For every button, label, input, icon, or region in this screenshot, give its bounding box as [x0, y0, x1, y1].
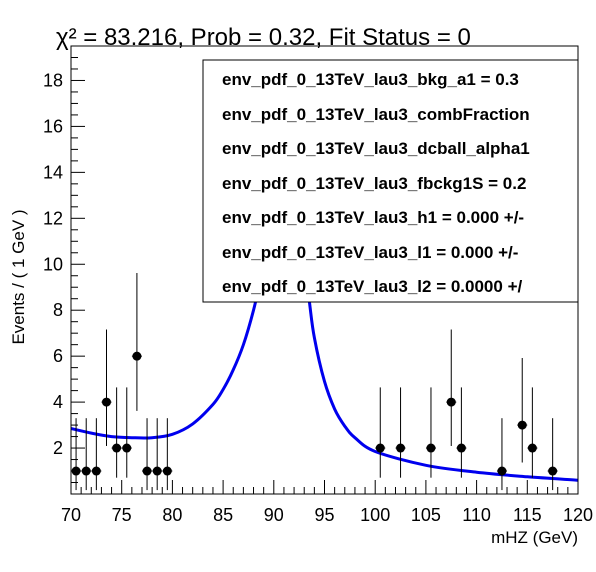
x-tick-label: 100 — [360, 505, 390, 525]
legend-entry-6: env_pdf_0_13TeV_lau3_l1 = 0.000 +/- — [222, 243, 518, 262]
x-tick-label: 95 — [314, 505, 334, 525]
data-point — [548, 466, 558, 476]
y-tick-label: 6 — [53, 346, 63, 366]
legend-box: env_pdf_0_13TeV_lau3_bkg_a1 = 0.3 env_pd… — [202, 59, 579, 303]
legend-entry-3: env_pdf_0_13TeV_lau3_dcball_alpha1 — [222, 139, 530, 158]
legend-frame — [202, 59, 579, 303]
y-tick-label: 10 — [43, 254, 63, 274]
data-point — [91, 466, 101, 476]
x-axis-title: mHZ (GeV) — [491, 528, 578, 547]
legend-entry-5: env_pdf_0_13TeV_lau3_h1 = 0.000 +/- — [222, 208, 524, 227]
data-point — [81, 466, 91, 476]
data-point — [152, 466, 162, 476]
data-point — [162, 466, 172, 476]
data-point — [446, 397, 456, 407]
x-axis-ticks: 70 75 80 85 90 95 100 105 110 115 120 — [61, 480, 593, 525]
data-point — [396, 443, 406, 453]
y-tick-label: 8 — [53, 300, 63, 320]
y-axis-title: Events / ( 1 GeV ) — [9, 209, 28, 344]
x-tick-label: 75 — [112, 505, 132, 525]
x-tick-label: 120 — [563, 505, 593, 525]
data-point — [112, 443, 122, 453]
x-tick-label: 110 — [462, 505, 491, 525]
x-tick-label: 105 — [411, 505, 441, 525]
y-tick-label: 14 — [43, 162, 63, 182]
x-tick-label: 90 — [264, 505, 284, 525]
data-point — [426, 443, 436, 453]
legend-entry-2: env_pdf_0_13TeV_lau3_combFraction — [222, 105, 530, 124]
legend-clip: env_pdf_0_13TeV_lau3_bkg_a1 = 0.3 env_pd… — [222, 70, 530, 296]
y-tick-label: 2 — [53, 438, 63, 458]
y-tick-label: 18 — [43, 70, 63, 90]
legend-entry-1: env_pdf_0_13TeV_lau3_bkg_a1 = 0.3 — [222, 70, 519, 89]
data-point — [142, 466, 152, 476]
y-tick-label: 4 — [53, 392, 63, 412]
data-point — [122, 443, 132, 453]
data-point — [517, 420, 527, 430]
data-point — [456, 443, 466, 453]
y-tick-label: 12 — [43, 208, 63, 228]
data-point — [497, 466, 507, 476]
x-tick-label: 80 — [162, 505, 182, 525]
legend-entry-7: env_pdf_0_13TeV_lau3_l2 = 0.0000 +/ — [222, 277, 522, 296]
y-axis-ticks: 2 4 6 8 10 12 14 16 18 — [43, 56, 85, 484]
data-point — [101, 397, 111, 407]
legend-entry-4: env_pdf_0_13TeV_lau3_fbckg1S = 0.2 — [222, 174, 526, 193]
x-tick-label: 115 — [513, 505, 542, 525]
x-tick-label: 85 — [213, 505, 233, 525]
chart-title: χ² = 83.216, Prob = 0.32, Fit Status = 0 — [56, 24, 471, 51]
x-tick-label: 70 — [61, 505, 81, 525]
y-tick-label: 16 — [43, 116, 63, 136]
data-point — [527, 443, 537, 453]
data-point — [132, 351, 142, 361]
data-points-layer — [71, 272, 558, 491]
data-point — [375, 443, 385, 453]
